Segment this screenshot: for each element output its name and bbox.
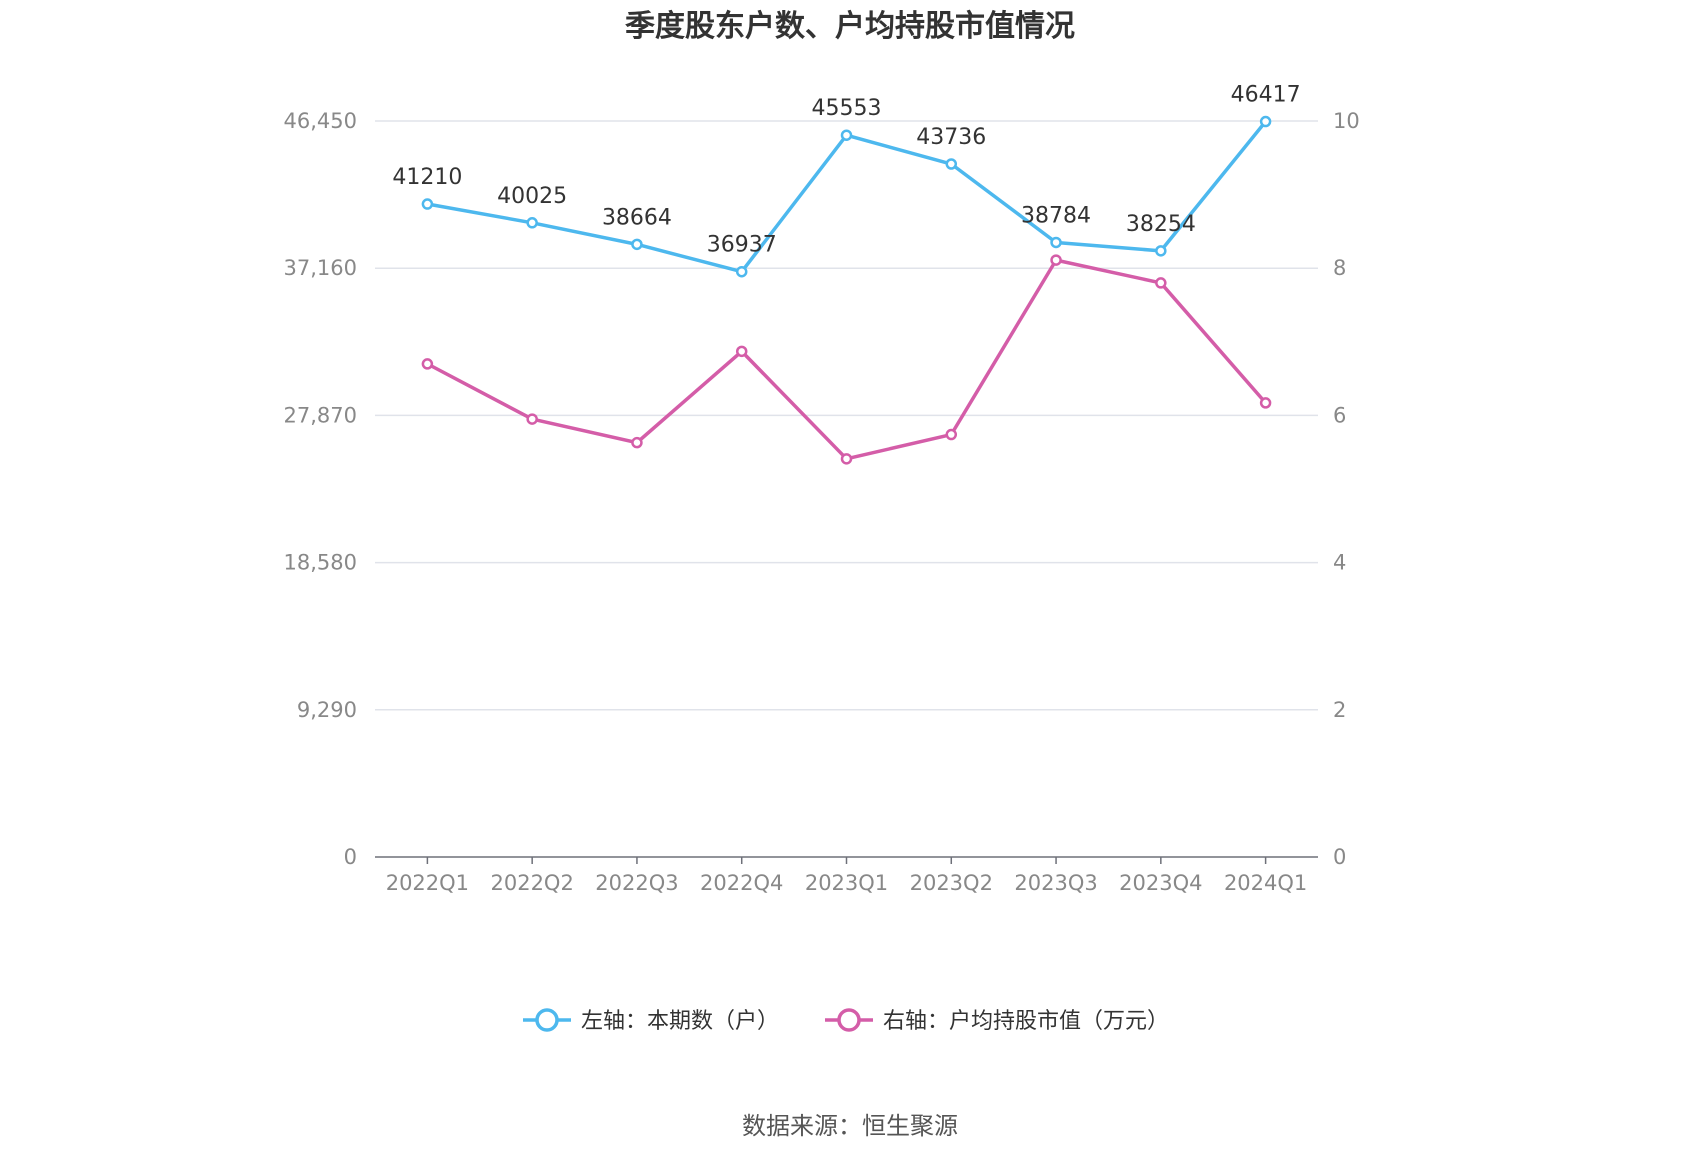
data-point[interactable] xyxy=(526,413,538,425)
data-point[interactable] xyxy=(735,345,748,358)
data-point[interactable] xyxy=(631,238,643,251)
data-label: 40025 xyxy=(497,184,567,209)
data-label: 38254 xyxy=(1126,212,1196,237)
data-point[interactable] xyxy=(945,158,958,170)
data-source: 数据来源：恒生聚源 xyxy=(742,1112,958,1140)
left-axis-ticks: 0 9,290 18,580 27,870 37,160 46,450 xyxy=(284,109,357,869)
right-tick-label: 2 xyxy=(1333,698,1346,722)
data-point[interactable] xyxy=(840,129,853,141)
x-axis-ticks: 2022Q1 2022Q2 2022Q3 2022Q4 2023Q1 2023Q2 2023… xyxy=(386,857,1307,895)
data-label: 41210 xyxy=(392,165,462,190)
left-tick-label: 37,160 xyxy=(284,256,357,280)
data-label: 46417 xyxy=(1231,83,1301,108)
grid xyxy=(375,120,1318,711)
x-tick-label: 2023Q2 xyxy=(910,871,993,895)
data-point[interactable] xyxy=(631,436,643,449)
data-point[interactable] xyxy=(945,428,958,441)
data-point[interactable] xyxy=(735,265,748,278)
right-tick-label: 10 xyxy=(1333,109,1360,133)
left-tick-label: 18,580 xyxy=(284,551,357,575)
x-tick-label: 2023Q3 xyxy=(1014,871,1097,895)
series-shareholder-count: 41210 40025 38664 36937 45553 43736 38784 38254… xyxy=(392,83,1301,278)
data-point[interactable] xyxy=(840,453,853,465)
chart-title: 季度股东户数、户均持股市值情况 xyxy=(625,9,1075,44)
data-point[interactable] xyxy=(526,217,538,229)
data-point[interactable] xyxy=(1155,245,1167,257)
legend-item[interactable]: 右轴：户均持股市值（万元） xyxy=(825,1008,1169,1034)
left-tick-label: 27,870 xyxy=(284,403,357,427)
data-label: 45553 xyxy=(812,96,882,121)
legend-label: 右轴：户均持股市值（万元） xyxy=(883,1009,1169,1034)
x-tick-label: 2023Q1 xyxy=(805,871,888,895)
data-point[interactable] xyxy=(421,358,434,370)
data-point[interactable] xyxy=(1050,236,1062,249)
series-line xyxy=(426,258,1267,461)
right-tick-label: 6 xyxy=(1333,403,1346,427)
data-point[interactable] xyxy=(1155,277,1167,289)
x-tick-label: 2023Q4 xyxy=(1119,871,1202,895)
data-label: 43736 xyxy=(916,125,986,150)
data-point[interactable] xyxy=(1050,254,1062,266)
data-point[interactable] xyxy=(1259,397,1272,409)
series-layer: 41210 40025 38664 36937 45553 43736 38784 38254… xyxy=(392,83,1301,465)
right-tick-label: 0 xyxy=(1333,845,1346,869)
x-tick-label: 2024Q1 xyxy=(1224,871,1307,895)
data-label: 38784 xyxy=(1021,203,1091,228)
x-tick-label: 2022Q1 xyxy=(386,871,469,895)
legend-marker-icon xyxy=(535,1008,559,1032)
data-label: 36937 xyxy=(707,233,777,258)
left-tick-label: 46,450 xyxy=(284,109,357,133)
left-tick-label: 9,290 xyxy=(297,698,357,722)
legend-item[interactable]: 左轴：本期数（户） xyxy=(523,1008,779,1034)
data-label: 38664 xyxy=(602,205,672,230)
x-tick-label: 2022Q2 xyxy=(490,871,573,895)
legend-label: 左轴：本期数（户） xyxy=(581,1009,779,1034)
left-tick-label: 0 xyxy=(344,845,357,869)
right-tick-label: 8 xyxy=(1333,256,1346,280)
data-point[interactable] xyxy=(1259,115,1272,128)
data-point[interactable] xyxy=(421,198,434,210)
legend[interactable]: 左轴：本期数（户） 右轴：户均持股市值（万元） xyxy=(523,1008,1169,1034)
legend-marker-icon xyxy=(837,1008,861,1032)
x-tick-label: 2022Q4 xyxy=(700,871,783,895)
series-avg-market-value xyxy=(421,254,1272,465)
x-tick-label: 2022Q3 xyxy=(595,871,678,895)
right-tick-label: 4 xyxy=(1333,551,1346,575)
right-axis-ticks: 0 2 4 6 8 10 xyxy=(1333,109,1360,869)
